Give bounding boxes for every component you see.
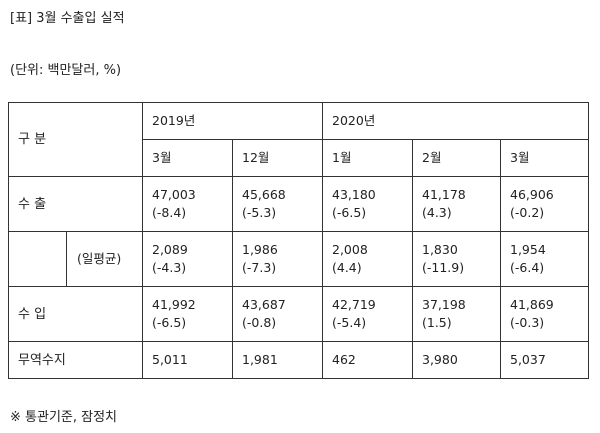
header-month: 1월 xyxy=(322,139,413,177)
row-label-exports: 수 출 xyxy=(8,176,143,232)
table-cell: 3,980 xyxy=(412,341,501,379)
table-cell: 1,986 (-7.3) xyxy=(232,231,323,287)
footnote: ※ 통관기준, 잠정치 xyxy=(10,410,118,425)
table-cell: 41,178 (4.3) xyxy=(412,176,501,232)
header-month: 3월 xyxy=(142,139,233,177)
table-cell: 5,037 xyxy=(499,341,590,379)
table-row-exports: 수 출 47,003 (-8.4) 45,668 (-5.3) 43,180 (-6.… xyxy=(8,176,590,232)
table-cell: 46,906 (-0.2) xyxy=(499,176,590,232)
table-row-trade-balance: 무역수지 5,011 1,981 462 3,980 5,037 xyxy=(8,341,590,379)
table-cell: 42,719 (-5.4) xyxy=(322,286,413,342)
row-label-trade-balance: 무역수지 xyxy=(8,341,143,379)
header-year-2020: 2020년 xyxy=(321,102,590,140)
trade-stats-table: 구 분 2019년 2020년 3월 12월 1월 2월 3월 수 출 47,0… xyxy=(8,102,590,379)
table-cell: 462 xyxy=(322,341,413,379)
table-cell: 41,869 (-0.3) xyxy=(499,286,590,342)
header-year-2019: 2019년 xyxy=(142,102,323,140)
table-cell: 1,981 xyxy=(232,341,323,379)
unit-note: (단위: 백만달러, %) xyxy=(10,63,122,78)
header-month: 2월 xyxy=(412,139,501,177)
table-cell: 43,687 (-0.8) xyxy=(232,286,323,342)
header-category: 구 분 xyxy=(8,102,143,177)
table-cell: 43,180 (-6.5) xyxy=(322,176,413,232)
table-row-daily-average: (일평균) 2,089 (-4.3) 1,986 (-7.3) 2,008 (4.4)… xyxy=(8,231,590,287)
row-label-daily-average: (일평균) xyxy=(77,250,122,266)
table-cell: 45,668 (-5.3) xyxy=(232,176,323,232)
table-row-imports: 수 입 41,992 (-6.5) 43,687 (-0.8) 42,719 (-5.… xyxy=(8,286,590,342)
table-cell: 1,830 (-11.9) xyxy=(412,231,501,287)
document-title: [표] 3월 수출입 실적 xyxy=(10,11,125,26)
table-cell: 5,011 xyxy=(142,341,233,379)
indent-spacer xyxy=(18,232,67,286)
table-cell: 47,003 (-8.4) xyxy=(142,176,233,232)
header-row-years: 구 분 2019년 2020년 xyxy=(8,102,590,177)
row-label-daily-average-cell: (일평균) xyxy=(8,231,143,287)
table-cell: 41,992 (-6.5) xyxy=(142,286,233,342)
table-cell: 2,008 (4.4) xyxy=(322,231,413,287)
table-cell: 1,954 (-6.4) xyxy=(499,231,590,287)
table-cell: 2,089 (-4.3) xyxy=(142,231,233,287)
row-label-imports: 수 입 xyxy=(8,286,143,342)
header-month: 12월 xyxy=(232,139,323,177)
table-cell: 37,198 (1.5) xyxy=(412,286,501,342)
header-month: 3월 xyxy=(499,139,590,177)
header-row-months: 3월 12월 1월 2월 3월 xyxy=(9,139,590,177)
